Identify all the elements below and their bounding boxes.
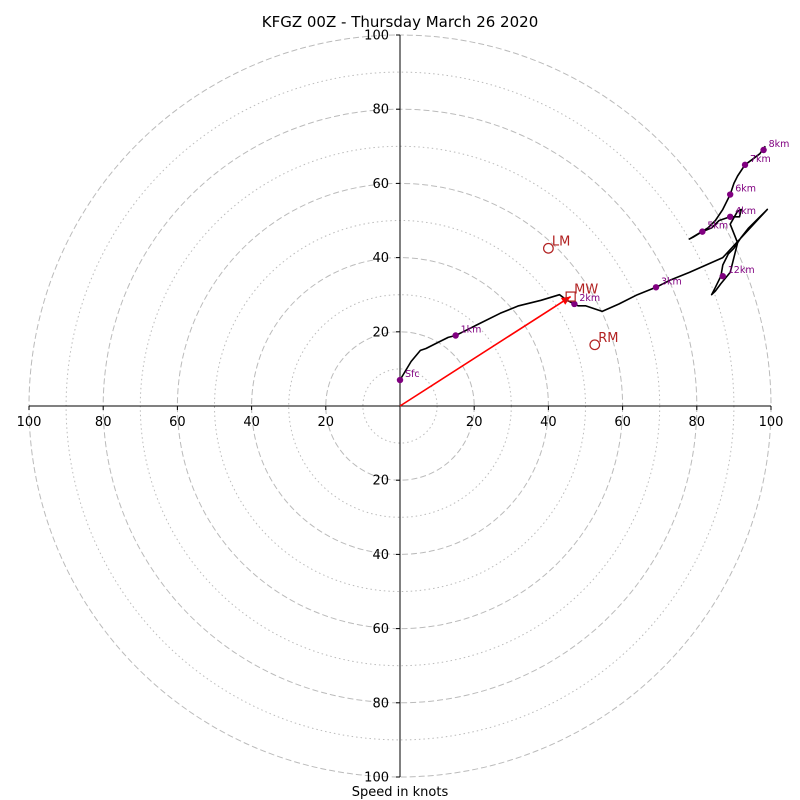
x-tick-label: 40 [540, 415, 557, 430]
x-tick-label: 80 [689, 415, 706, 430]
storm-motion-label-MW: MW [574, 283, 598, 298]
height-marker-4km [726, 213, 734, 220]
height-marker-5km [699, 228, 706, 235]
y-tick-label-down: 20 [372, 474, 389, 489]
x-tick-label: 40 [243, 415, 260, 430]
height-marker-Sfc [396, 376, 404, 384]
height-marker-6km [726, 191, 734, 198]
storm-motion-label-RM: RM [598, 331, 618, 346]
chart-title: KFGZ 00Z - Thursday March 26 2020 [262, 13, 538, 31]
height-marker-label-7km: 7km [750, 154, 771, 165]
height-marker-label-5km: 5km [707, 221, 728, 232]
y-tick-label-up: 60 [372, 177, 389, 192]
storm-motion-marker-RM [589, 339, 601, 351]
y-tick-label-up: 80 [372, 103, 389, 118]
height-marker-12km [719, 272, 726, 280]
height-marker-label-1km: 1km [461, 325, 482, 336]
hodograph-trace [399, 145, 769, 381]
storm-motion-marker-MW [565, 291, 576, 302]
y-tick-label-down: 60 [372, 622, 389, 637]
x-tick-label: 100 [759, 415, 784, 430]
height-marker-2km [571, 300, 578, 308]
y-tick-label-up: 40 [372, 251, 389, 266]
x-tick-label: 20 [318, 415, 335, 430]
y-tick-label-up: 100 [364, 29, 389, 44]
height-marker-label-3km: 3km [661, 276, 682, 287]
height-marker-1km [452, 332, 459, 339]
height-marker-label-4km: 4km [735, 206, 756, 217]
x-tick-label: 80 [95, 415, 112, 430]
hodograph-trace-layer [399, 145, 769, 407]
y-tick-label-down: 100 [364, 771, 389, 786]
x-tick-label: 60 [614, 415, 631, 430]
height-marker-label-2km: 2km [579, 293, 600, 304]
x-tick-label: 60 [169, 415, 186, 430]
height-marker-label-8km: 8km [769, 139, 790, 150]
x-tick-label: 100 [17, 415, 42, 430]
storm-motion-marker-LM [543, 242, 554, 254]
height-marker-label-12km: 12km [728, 265, 755, 276]
tick-labels: 100 80 60 40 20 20 40 60 80 100 20 20 40 40 60 60 80 80 10… [17, 29, 784, 786]
height-marker-label-Sfc: Sfc [405, 369, 420, 380]
height-marker-3km [652, 284, 660, 291]
height-marker-8km [760, 146, 767, 154]
storm-motion-markers: LM RM MW [543, 234, 619, 351]
y-tick-label-down: 80 [372, 696, 389, 711]
height-markers: Sfc 1km 2km 3km 4km 5km 6km 7km 8km 12km [396, 139, 790, 384]
x-axis-label: Speed in knots [352, 785, 449, 800]
height-marker-label-6km: 6km [735, 184, 756, 195]
height-marker-7km [741, 161, 749, 169]
y-tick-label-up: 20 [372, 325, 389, 340]
x-tick-label: 20 [466, 415, 483, 430]
mean-wind-arrow [399, 295, 572, 407]
y-tick-label-down: 40 [372, 548, 389, 563]
storm-motion-label-LM: LM [552, 234, 570, 249]
